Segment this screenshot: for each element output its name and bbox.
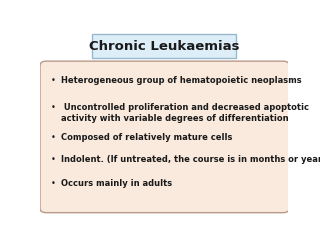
- Text: Indolent. (If untreated, the course is in months or years): Indolent. (If untreated, the course is i…: [61, 155, 320, 164]
- Text: Composed of relatively mature cells: Composed of relatively mature cells: [61, 133, 232, 142]
- FancyBboxPatch shape: [40, 61, 289, 213]
- Text: •: •: [51, 76, 56, 85]
- Text: •: •: [51, 155, 56, 164]
- Text: •: •: [51, 103, 56, 112]
- Text: Chronic Leukaemias: Chronic Leukaemias: [89, 40, 239, 53]
- Text: •: •: [51, 133, 56, 142]
- Text: •: •: [51, 180, 56, 188]
- Text: Uncontrolled proliferation and decreased apoptotic
activity with variable degree: Uncontrolled proliferation and decreased…: [61, 103, 309, 123]
- FancyBboxPatch shape: [92, 34, 236, 58]
- Text: Heterogeneous group of hematopoietic neoplasms: Heterogeneous group of hematopoietic neo…: [61, 76, 302, 85]
- Text: Occurs mainly in adults: Occurs mainly in adults: [61, 180, 172, 188]
